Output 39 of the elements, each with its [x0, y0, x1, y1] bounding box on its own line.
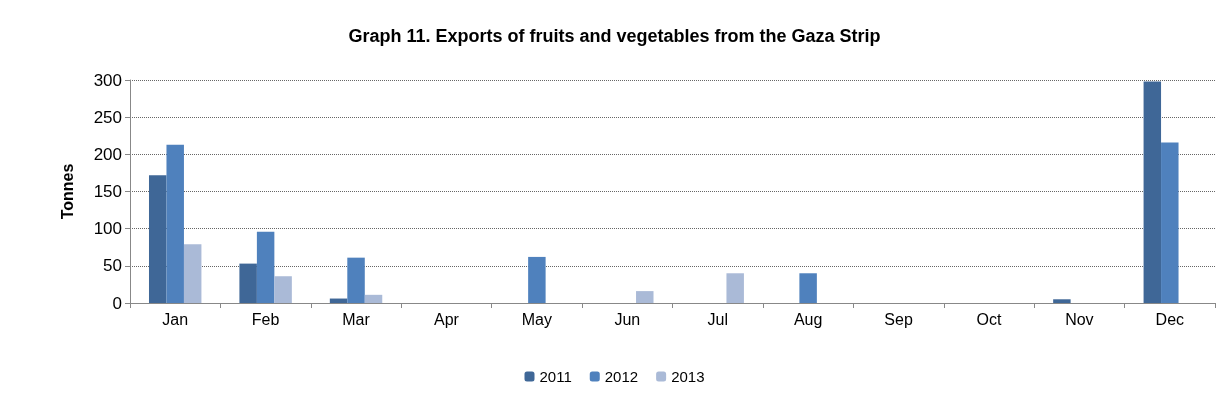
x-tick-label: Apr [434, 310, 460, 328]
legend-label: 2011 [539, 368, 572, 385]
bar [528, 256, 546, 303]
bar [256, 231, 275, 303]
bar [364, 294, 383, 303]
y-axis-title: Tonnes [58, 163, 76, 220]
y-tick-label: 250 [93, 107, 122, 127]
bar [799, 273, 817, 303]
y-tick-label: 150 [93, 182, 122, 201]
x-tick-label: Jul [707, 310, 728, 328]
y-tick-label: 200 [93, 144, 122, 164]
bar [347, 257, 365, 303]
x-tick-label: Oct [976, 310, 1002, 328]
y-tick-label: 50 [103, 256, 122, 276]
bar [726, 273, 744, 303]
bar [183, 244, 202, 303]
bar [148, 175, 167, 303]
y-tick-label: 300 [93, 70, 122, 90]
bar [1143, 81, 1162, 303]
x-tick-label: Jun [614, 310, 641, 328]
y-tick-label: 0 [112, 293, 122, 313]
x-tick-label: Nov [1065, 310, 1094, 328]
x-tick-label: Aug [793, 310, 823, 328]
bar [636, 291, 654, 303]
y-tick-label: 100 [93, 219, 122, 239]
bar [1161, 142, 1179, 303]
bar [274, 276, 292, 303]
chart-title: Graph 11. Exports of fruits and vegetables from the Gaza Strip [348, 26, 881, 46]
bar [166, 144, 184, 303]
bar [239, 263, 257, 303]
legend-label: 2013 [671, 368, 705, 385]
x-tick-label: May [521, 310, 552, 328]
x-tick-label: Mar [342, 310, 371, 328]
x-tick-label: Dec [1155, 310, 1185, 328]
x-tick-label: Feb [251, 310, 280, 328]
bar [1053, 299, 1071, 303]
x-tick-label: Jan [162, 310, 189, 328]
legend-label: 2012 [604, 368, 639, 385]
x-tick-label: Sep [884, 310, 913, 328]
